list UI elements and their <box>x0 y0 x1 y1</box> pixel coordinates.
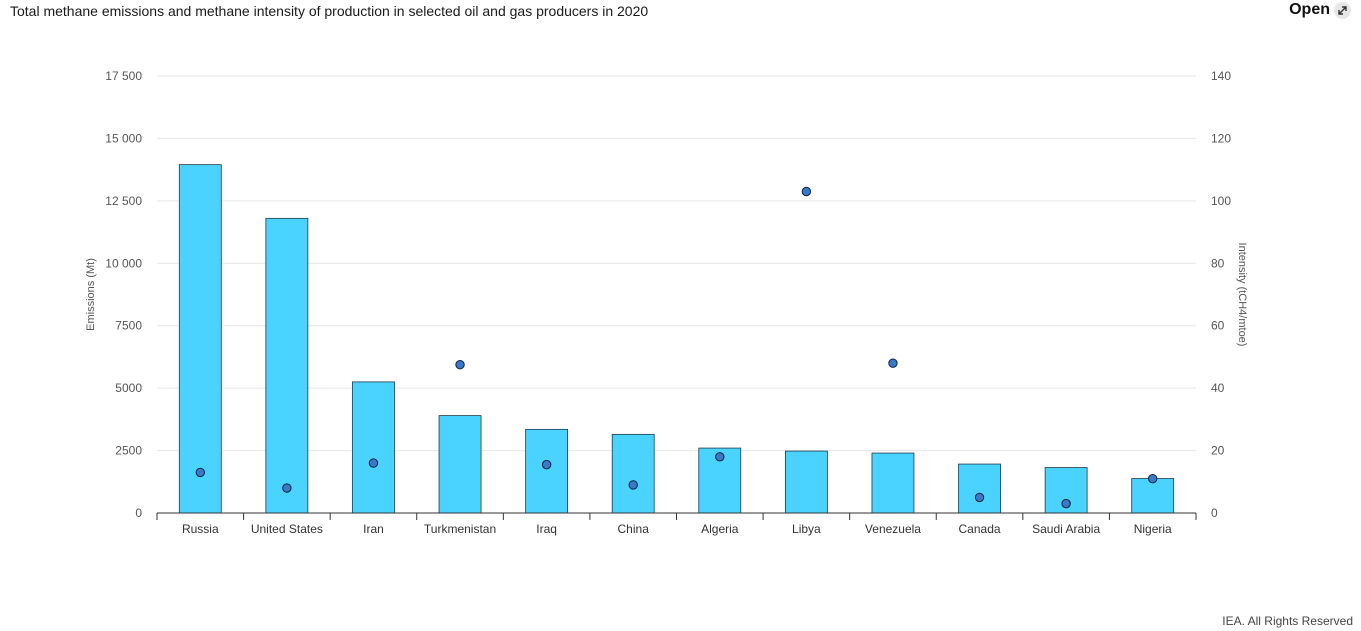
category-label: Algeria <box>701 522 739 536</box>
left-tick-label: 5000 <box>115 381 142 395</box>
right-tick-label: 120 <box>1211 131 1231 145</box>
category-label: Russia <box>182 522 219 536</box>
intensity-point <box>1148 473 1158 484</box>
category-label: Iran <box>363 522 384 536</box>
category-label: Saudi Arabia <box>1032 522 1100 536</box>
right-tick-label: 100 <box>1211 194 1231 208</box>
intensity-point <box>282 483 292 493</box>
left-tick-label: 15 000 <box>105 131 142 145</box>
open-button[interactable]: Open <box>1289 1 1351 19</box>
category-label: Turkmenistan <box>424 522 496 536</box>
emissions-bar <box>178 164 222 514</box>
emissions-bar <box>525 428 569 514</box>
intensity-point <box>628 480 638 490</box>
emissions-bar <box>1131 478 1175 514</box>
intensity-point <box>801 186 812 197</box>
right-tick-label: 140 <box>1211 69 1231 83</box>
bar-series <box>178 164 1175 514</box>
left-tick-label: 17 500 <box>105 69 142 83</box>
copyright-footer: IEA. All Rights Reserved <box>1222 614 1353 628</box>
intensity-point <box>541 459 552 470</box>
emissions-bar <box>958 463 1001 514</box>
right-tick-label: 20 <box>1211 444 1225 458</box>
right-tick-label: 60 <box>1211 319 1225 333</box>
intensity-point <box>195 467 205 478</box>
left-tick-label: 12 500 <box>105 194 142 208</box>
category-label: Iraq <box>536 522 557 536</box>
intensity-series <box>195 186 1158 509</box>
right-axis-title: Intensity (tCH4/mtoe) <box>1236 243 1248 347</box>
intensity-point <box>368 458 379 468</box>
emissions-bar <box>352 381 395 514</box>
left-tick-label: 2500 <box>115 444 142 458</box>
emissions-bar <box>611 433 655 514</box>
left-tick-label: 10 000 <box>105 256 142 270</box>
x-axis: Russia United States Iran Turkmenistan Iraq C… <box>156 512 1197 536</box>
left-tick-label: 0 <box>135 506 142 520</box>
open-label: Open <box>1289 1 1330 18</box>
category-label: Nigeria <box>1134 522 1172 536</box>
gridlines <box>157 75 1196 452</box>
left-axis-title: Emissions (Mt) <box>85 258 97 331</box>
left-axis-ticks: 0 2500 5000 7500 10 000 12 500 15 000 17 500 <box>105 69 142 520</box>
intensity-point <box>715 452 725 462</box>
emissions-bar <box>871 452 915 514</box>
emissions-bar <box>784 450 828 514</box>
category-label: Venezuela <box>865 522 921 536</box>
intensity-point <box>455 360 465 370</box>
right-tick-label: 0 <box>1211 506 1218 520</box>
right-tick-label: 40 <box>1211 381 1225 395</box>
category-label: United States <box>251 522 323 536</box>
category-label: Canada <box>959 522 1001 536</box>
left-tick-label: 7500 <box>115 319 142 333</box>
right-tick-label: 80 <box>1211 256 1225 270</box>
emissions-bar <box>438 415 482 514</box>
intensity-point <box>1061 498 1071 509</box>
intensity-point <box>888 358 898 368</box>
right-axis-ticks: 0 20 40 60 80 100 120 140 <box>1211 69 1231 520</box>
intensity-point <box>974 492 985 503</box>
category-label: China <box>618 522 650 536</box>
expand-icon <box>1334 1 1351 19</box>
category-label: Libya <box>792 522 821 536</box>
emissions-bar <box>265 217 309 514</box>
chart-title: Total methane emissions and methane inte… <box>10 3 649 19</box>
